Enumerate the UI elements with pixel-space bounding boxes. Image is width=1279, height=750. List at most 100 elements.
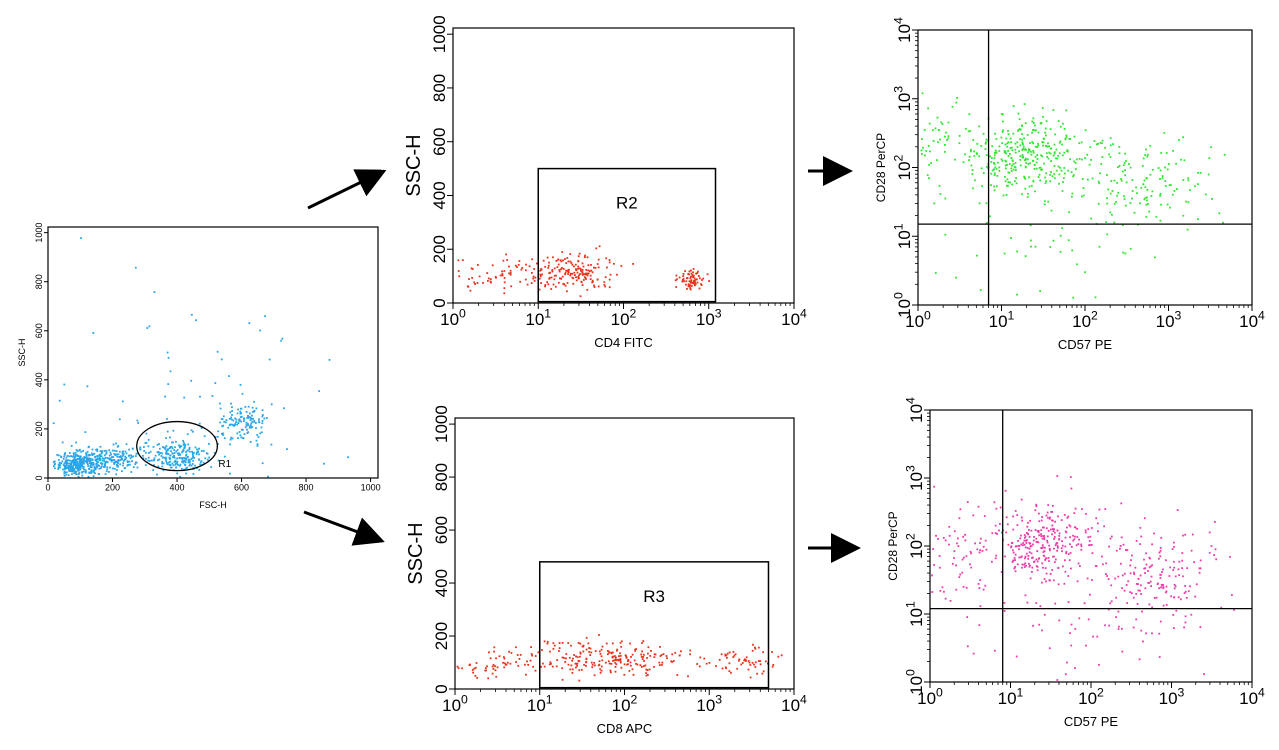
data-point: [188, 446, 191, 449]
data-point: [944, 597, 947, 600]
data-point: [1129, 202, 1132, 204]
data-point: [53, 465, 55, 468]
data-point: [1089, 535, 1092, 538]
data-point: [1036, 146, 1039, 148]
data-point: [216, 350, 219, 353]
data-point: [1178, 560, 1181, 563]
data-point: [732, 656, 735, 658]
data-point: [939, 589, 942, 592]
data-point: [1030, 153, 1033, 156]
y-axis-label: SSC-H: [405, 522, 427, 584]
data-point: [1077, 562, 1080, 565]
data-point: [185, 454, 187, 457]
data-point: [132, 455, 135, 458]
data-point: [112, 443, 115, 446]
data-point: [85, 452, 87, 455]
data-point: [221, 433, 224, 436]
data-point: [1012, 168, 1015, 171]
data-point: [244, 426, 247, 429]
data-point: [227, 426, 230, 429]
data-point: [569, 253, 572, 255]
data-point: [223, 455, 226, 458]
data-point: [240, 436, 243, 439]
data-point: [475, 662, 478, 664]
data-point: [563, 657, 565, 659]
data-point: [571, 659, 574, 662]
data-point: [169, 454, 172, 457]
data-point: [993, 154, 996, 157]
data-point: [998, 169, 1001, 172]
data-point: [1030, 184, 1033, 187]
data-point: [949, 600, 952, 602]
data-point: [1025, 552, 1028, 555]
data-point: [1145, 148, 1147, 151]
data-point: [741, 662, 744, 664]
y-tick-label: 102: [903, 533, 926, 559]
x-tick-label: 400: [170, 483, 185, 493]
data-point: [125, 443, 128, 446]
data-point: [1003, 252, 1006, 255]
data-point: [593, 266, 595, 269]
data-point: [1051, 569, 1054, 571]
data-point: [104, 461, 107, 464]
data-point: [995, 151, 998, 154]
data-point: [995, 138, 998, 140]
data-point: [771, 651, 773, 653]
data-point: [508, 650, 510, 653]
data-point: [1074, 168, 1077, 170]
data-point: [948, 534, 951, 537]
data-point: [571, 668, 574, 671]
data-point: [89, 466, 92, 469]
data-point: [1023, 175, 1026, 178]
data-point: [72, 461, 75, 463]
data-point: [762, 670, 765, 673]
data-point: [643, 653, 645, 656]
data-point: [969, 563, 971, 566]
data-point: [1151, 543, 1153, 546]
data-point: [1174, 575, 1177, 578]
data-point: [1001, 531, 1003, 534]
data-point: [236, 432, 239, 435]
data-point: [60, 455, 62, 458]
data-point: [1106, 233, 1109, 236]
data-point: [1057, 566, 1060, 569]
gate-label: R1: [218, 459, 231, 470]
data-point: [251, 420, 254, 423]
data-point: [647, 673, 649, 676]
data-point: [661, 661, 664, 664]
data-point: [219, 421, 222, 424]
data-point: [614, 670, 617, 673]
data-point: [1019, 159, 1022, 161]
data-point: [117, 460, 119, 463]
data-point: [608, 259, 611, 261]
data-point: [567, 269, 570, 272]
data-point: [989, 215, 991, 218]
data-point: [249, 441, 252, 443]
data-point: [632, 263, 634, 265]
data-point: [524, 663, 526, 666]
data-point: [84, 460, 86, 463]
data-point: [1069, 552, 1072, 554]
data-point: [75, 473, 78, 475]
data-point: [1178, 574, 1181, 576]
data-point: [1058, 182, 1060, 185]
data-point: [1078, 142, 1081, 144]
data-point: [575, 268, 577, 271]
data-point: [640, 655, 643, 658]
data-point: [540, 665, 542, 668]
data-point: [168, 463, 171, 466]
data-point: [1054, 602, 1057, 605]
data-point: [1031, 131, 1033, 134]
data-point: [1042, 144, 1044, 147]
data-point: [1036, 154, 1039, 156]
data-point: [1187, 179, 1190, 182]
data-point: [1007, 150, 1009, 152]
data-point: [1042, 141, 1045, 144]
data-point: [674, 652, 677, 654]
data-point: [57, 459, 60, 461]
data-point: [181, 450, 184, 452]
data-point: [1153, 532, 1155, 535]
data-point: [546, 256, 549, 259]
data-point: [136, 419, 139, 422]
data-point: [576, 664, 578, 667]
